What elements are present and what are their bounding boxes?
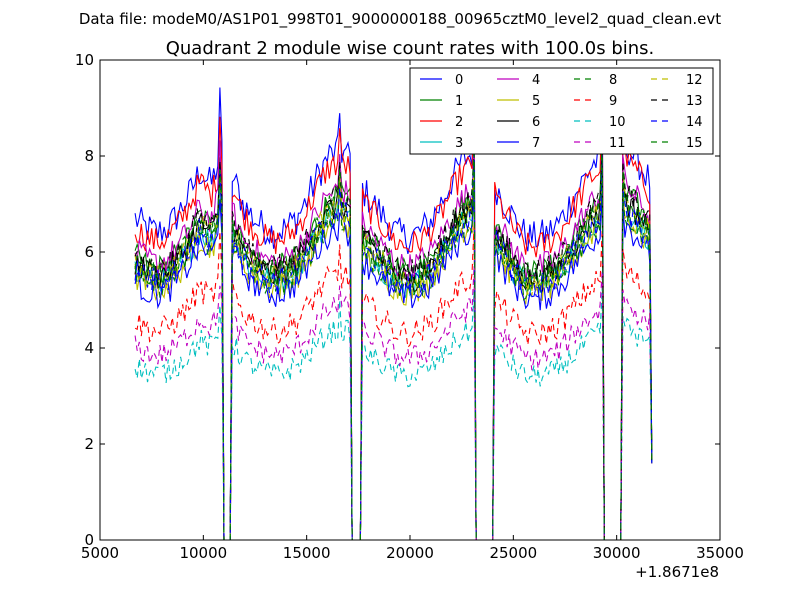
series-line-9 — [134, 224, 653, 540]
legend-label: 8 — [609, 73, 617, 88]
y-tick-label: 6 — [84, 243, 94, 261]
legend-label: 7 — [532, 136, 540, 151]
series-line-15 — [134, 138, 653, 540]
legend-label: 0 — [455, 73, 463, 88]
x-axis-offset-label: +1.8671e8 — [635, 563, 719, 581]
legend-label: 1 — [455, 94, 463, 109]
y-tick-label: 10 — [75, 51, 94, 69]
legend-label: 13 — [686, 94, 703, 109]
chart-title: Quadrant 2 module wise count rates with … — [166, 38, 655, 59]
plot-area — [134, 75, 653, 540]
legend-label: 11 — [609, 136, 626, 151]
data-file-suptitle: Data file: modeM0/AS1P01_998T01_90000001… — [79, 10, 721, 29]
x-tick-label: 10000 — [179, 544, 227, 562]
legend-label: 3 — [455, 136, 463, 151]
series-line-2 — [134, 87, 653, 540]
axes-layer: 5000 10000 15000 20000 25000 30000 35000 0 2 4 6 8 1… — [75, 51, 744, 562]
legend-label: 12 — [686, 73, 703, 88]
legend-label: 6 — [532, 115, 540, 130]
legend-label: 2 — [455, 115, 463, 130]
legend-label: 10 — [609, 115, 626, 130]
legend-label: 15 — [686, 136, 703, 151]
series-lines — [134, 75, 653, 540]
x-tick-label: 20000 — [386, 544, 434, 562]
x-tick-label: 5000 — [81, 544, 119, 562]
legend-label: 4 — [532, 73, 540, 88]
x-tick-label: 35000 — [696, 544, 744, 562]
y-tick-label: 2 — [84, 435, 94, 453]
y-tick-label: 4 — [84, 339, 94, 357]
x-tick-label: 15000 — [283, 544, 331, 562]
series-line-11 — [134, 265, 653, 540]
series-line-10 — [134, 286, 653, 540]
series-line-14 — [134, 148, 653, 540]
legend-label: 5 — [532, 94, 540, 109]
legend-label: 9 — [609, 94, 617, 109]
legend-label: 14 — [686, 115, 703, 130]
series-line-0 — [134, 75, 653, 540]
y-tick-label: 8 — [84, 147, 94, 165]
legend-frame — [409, 67, 714, 155]
x-tick-label: 30000 — [593, 544, 641, 562]
x-tick-label: 25000 — [489, 544, 537, 562]
y-tick-label: 0 — [84, 531, 94, 549]
